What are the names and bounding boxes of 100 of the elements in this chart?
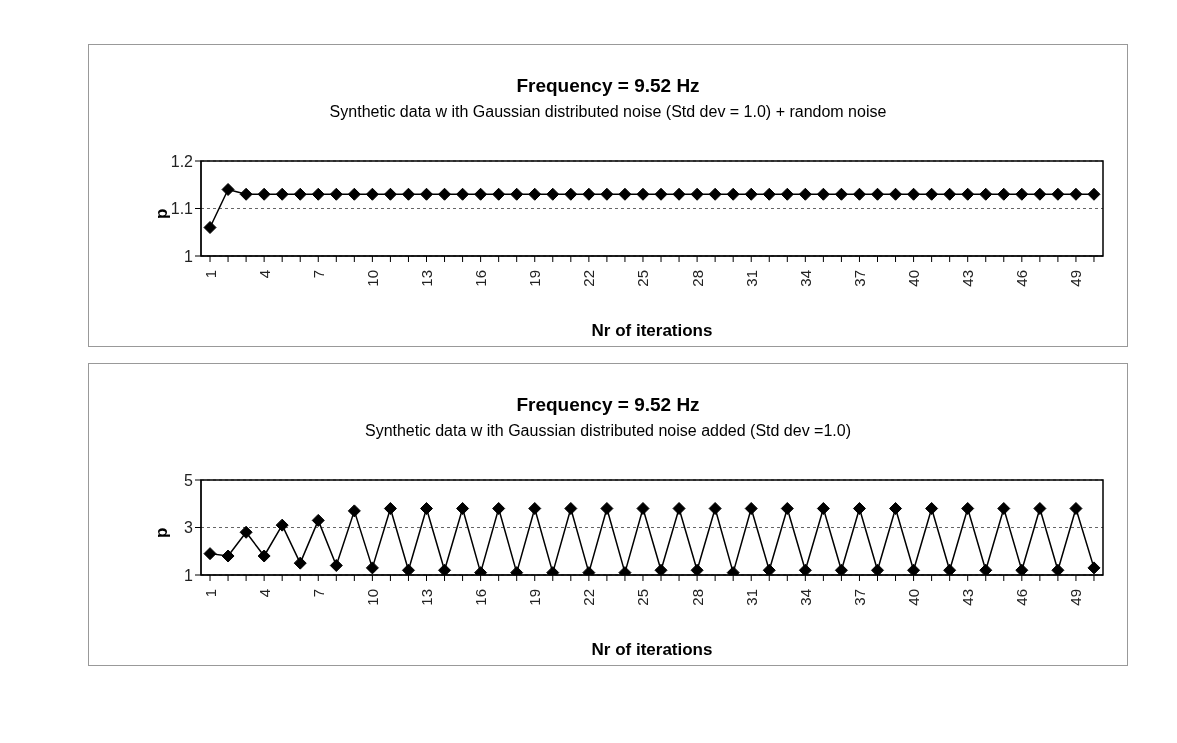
- point: [708, 187, 722, 201]
- x-tick-label: 16: [472, 589, 490, 606]
- point: [690, 187, 704, 201]
- point: [510, 187, 524, 201]
- x-tick-label: 43: [959, 589, 977, 606]
- x-tick-label: 49: [1067, 270, 1085, 287]
- x-tick-label: 40: [905, 270, 923, 287]
- point: [925, 187, 939, 201]
- point: [1087, 187, 1101, 201]
- y-axis-title: p: [152, 208, 172, 219]
- point: [997, 502, 1011, 515]
- x-tick-label: 43: [959, 270, 977, 287]
- y-tick-label: 5: [184, 471, 194, 489]
- x-tick-label: 28: [688, 589, 706, 606]
- chart-subtitle: Synthetic data w ith Gaussian distributed noise added (Std dev =1.0): [363, 422, 853, 440]
- point: [708, 502, 722, 515]
- point: [979, 563, 993, 575]
- point: [420, 187, 433, 201]
- point: [997, 187, 1011, 201]
- x-tick-label: 7: [309, 270, 327, 279]
- x-tick-label: 19: [526, 270, 544, 287]
- point: [690, 563, 704, 575]
- point: [979, 187, 993, 201]
- point: [672, 187, 686, 201]
- point: [780, 502, 794, 515]
- chart-subtitle: Synthetic data w ith Gaussian distributed noise (Std dev = 1.0) + random noise: [328, 103, 888, 121]
- x-tick-label: 34: [796, 589, 814, 606]
- point: [907, 187, 921, 201]
- point: [257, 187, 271, 201]
- x-tick-label: 13: [418, 270, 435, 287]
- point: [834, 563, 848, 575]
- point: [383, 502, 397, 515]
- point: [528, 187, 542, 201]
- point: [347, 187, 361, 201]
- point: [834, 187, 848, 201]
- point: [744, 502, 758, 515]
- y-tick-label: 1.1: [170, 200, 194, 218]
- point: [492, 187, 506, 201]
- x-tick-label: 37: [850, 589, 868, 606]
- point: [871, 187, 884, 201]
- x-tick-label: 25: [634, 270, 652, 287]
- x-tick-label: 10: [363, 589, 381, 606]
- x-tick-label: 4: [255, 270, 273, 279]
- point: [203, 221, 217, 234]
- point: [564, 187, 578, 201]
- y-tick-label: 1: [184, 247, 194, 265]
- x-tick-label: 25: [634, 589, 652, 606]
- point: [239, 187, 253, 201]
- x-tick-label: 1: [201, 589, 219, 598]
- x-tick-label: 34: [796, 270, 814, 287]
- point: [852, 502, 866, 515]
- y-tick-label: 3: [184, 519, 194, 537]
- point: [1033, 187, 1047, 201]
- point: [943, 563, 957, 575]
- point: [528, 502, 542, 515]
- point: [311, 513, 325, 527]
- point: [961, 502, 975, 515]
- point: [654, 563, 668, 575]
- point: [221, 183, 235, 196]
- x-tick-label: 49: [1067, 589, 1085, 606]
- point: [672, 502, 686, 515]
- point: [1087, 561, 1101, 575]
- point: [925, 502, 939, 515]
- point: [365, 187, 379, 201]
- x-tick-label: 40: [905, 589, 923, 606]
- point: [636, 502, 650, 515]
- point: [1051, 187, 1065, 201]
- point: [762, 563, 776, 575]
- point: [582, 187, 596, 201]
- x-tick-label: 28: [688, 270, 706, 287]
- point: [600, 502, 614, 515]
- x-tick-label: 13: [418, 589, 435, 606]
- point: [221, 549, 235, 563]
- x-axis-title: Nr of iterations: [591, 640, 713, 659]
- point: [293, 187, 307, 201]
- x-tick-label: 1: [201, 270, 219, 279]
- point: [889, 187, 903, 201]
- point: [852, 187, 866, 201]
- point: [275, 518, 289, 532]
- x-tick-label: 31: [742, 270, 760, 287]
- point: [1069, 187, 1083, 201]
- point: [816, 502, 830, 515]
- x-tick-label: 31: [742, 589, 760, 606]
- x-tick-label: 46: [1013, 589, 1031, 606]
- point: [871, 563, 884, 575]
- point: [546, 187, 560, 201]
- x-tick-label: 4: [255, 589, 273, 598]
- x-tick-label: 46: [1013, 270, 1031, 287]
- point: [618, 187, 632, 201]
- point: [564, 502, 578, 515]
- point: [744, 187, 758, 201]
- y-tick-label: 1: [184, 566, 194, 584]
- point: [654, 187, 668, 201]
- point: [600, 187, 614, 201]
- point: [492, 502, 506, 515]
- point: [907, 563, 921, 575]
- y-tick-label: 1.2: [170, 152, 194, 170]
- point: [456, 187, 470, 201]
- point: [438, 563, 452, 575]
- y-axis-title: p: [152, 527, 172, 538]
